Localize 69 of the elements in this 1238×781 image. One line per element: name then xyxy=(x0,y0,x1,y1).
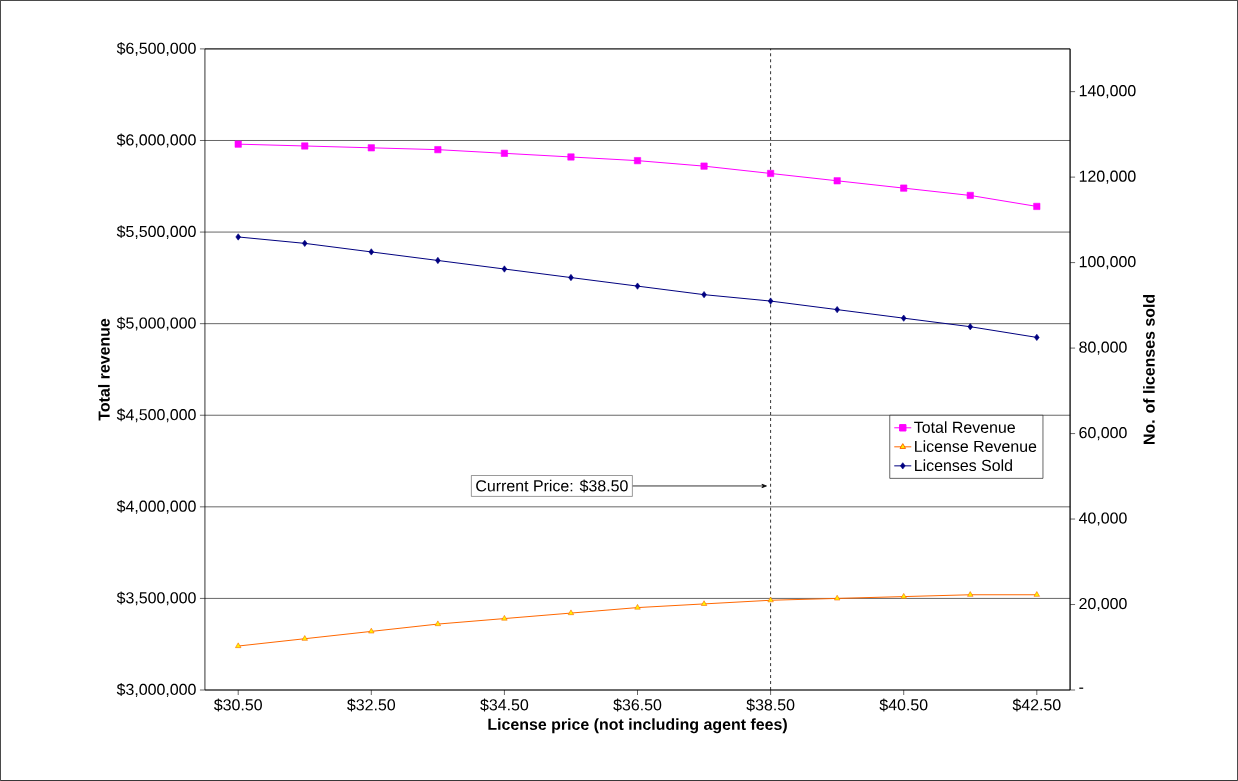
annotation: Current Price: $38.50 xyxy=(476,479,628,493)
point xyxy=(568,274,574,282)
legend-label: Total Revenue xyxy=(914,421,1015,434)
point xyxy=(434,146,442,154)
y2-tick-label: 140,000 xyxy=(1079,85,1136,99)
point xyxy=(1033,202,1041,210)
y-tick-label: $4,000,000 xyxy=(116,499,196,514)
x-axis-title: License price (not including agent fees) xyxy=(488,718,787,734)
y-tick-label: $6,500,000 xyxy=(116,42,196,56)
point xyxy=(501,615,508,621)
y-tick-label: $5,500,000 xyxy=(116,225,196,240)
y2-tick-label: 80,000 xyxy=(1079,341,1127,355)
point xyxy=(634,282,641,290)
x-tick-label: $38.50 xyxy=(746,698,795,712)
y2-tick-label: 120,000 xyxy=(1079,170,1136,184)
y-tick-label: $3,000,000 xyxy=(116,683,196,697)
point xyxy=(900,184,908,192)
point xyxy=(301,142,309,150)
point xyxy=(900,593,907,599)
point xyxy=(834,594,841,601)
x-tick-label: $36.50 xyxy=(613,698,662,712)
x-tick-label: $30.50 xyxy=(214,698,262,712)
point xyxy=(435,257,441,264)
legend-label: License Revenue xyxy=(915,440,1037,453)
point xyxy=(834,306,840,314)
point xyxy=(701,291,707,299)
point xyxy=(967,323,973,331)
point xyxy=(434,620,441,626)
point xyxy=(567,153,575,161)
y2-tick-label: 60,000 xyxy=(1079,427,1127,441)
point xyxy=(767,297,774,305)
point xyxy=(500,149,508,157)
y2-tick-label: - xyxy=(1079,687,1084,689)
point xyxy=(1034,333,1040,341)
y2-tick-label: 100,000 xyxy=(1079,256,1136,270)
point xyxy=(235,642,242,648)
point xyxy=(367,144,375,152)
point xyxy=(701,600,708,606)
y-tick-label: $5,000,000 xyxy=(116,316,196,331)
point xyxy=(767,170,775,177)
point xyxy=(567,609,575,615)
point xyxy=(235,233,241,241)
point xyxy=(966,191,974,199)
point xyxy=(634,157,641,165)
point xyxy=(967,591,974,597)
x-tick-label: $42.50 xyxy=(1012,698,1061,712)
x-tick-label: $40.50 xyxy=(879,698,928,712)
point xyxy=(368,248,374,256)
x-tick-label: $34.50 xyxy=(480,698,529,712)
point xyxy=(501,265,508,273)
y-tick-label: $6,000,000 xyxy=(116,133,196,148)
point xyxy=(833,177,841,185)
point xyxy=(368,627,375,634)
y-tick-label: $3,500,000 xyxy=(116,591,196,606)
legend-label: Licenses Sold xyxy=(915,459,1012,472)
y2-tick-label: 40,000 xyxy=(1078,512,1127,526)
y2-axis-title: No. of licenses sold xyxy=(1143,294,1155,445)
point xyxy=(767,596,774,603)
point xyxy=(700,162,708,170)
y-tick-label: $4,500,000 xyxy=(116,408,196,423)
point xyxy=(302,239,308,247)
y-axis-title: Total revenue xyxy=(98,318,110,421)
point xyxy=(301,635,308,641)
y2-tick-label: 20,000 xyxy=(1079,597,1127,612)
point xyxy=(634,604,641,610)
point xyxy=(234,140,242,148)
point xyxy=(1033,591,1040,597)
point xyxy=(901,314,907,322)
x-tick-label: $32.50 xyxy=(347,698,396,712)
